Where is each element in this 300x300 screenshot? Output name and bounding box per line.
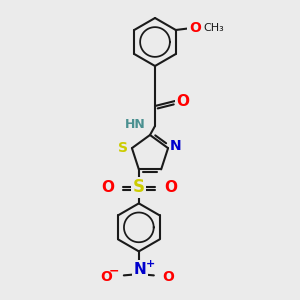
Text: HN: HN bbox=[124, 118, 146, 130]
Text: N: N bbox=[170, 139, 182, 153]
Text: CH₃: CH₃ bbox=[204, 23, 224, 33]
Text: O: O bbox=[189, 20, 201, 34]
Text: O: O bbox=[164, 180, 177, 195]
Text: O: O bbox=[162, 270, 174, 284]
Text: O: O bbox=[101, 180, 114, 195]
Text: +: + bbox=[146, 260, 155, 269]
Text: S: S bbox=[133, 178, 145, 196]
Text: O: O bbox=[100, 270, 112, 284]
Text: N: N bbox=[134, 262, 146, 277]
Text: −: − bbox=[109, 265, 119, 278]
Text: S: S bbox=[118, 141, 128, 155]
Text: O: O bbox=[176, 94, 190, 109]
